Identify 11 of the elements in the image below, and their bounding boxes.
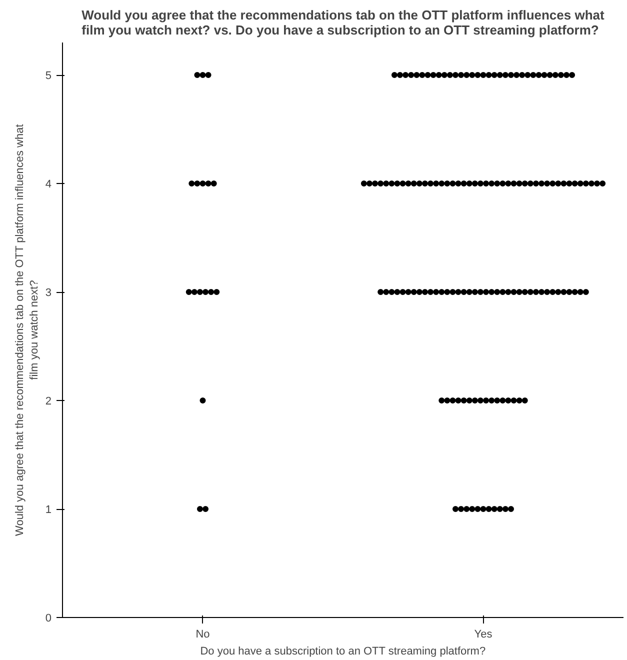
x-axis-title: Do you have a subscription to an OTT streaming platform?: [200, 646, 486, 658]
y-axis-title: Would you agree that the recommendations tab on the OTT platform influences what film you watch next?: [14, 124, 40, 536]
y-tick-label: 0: [45, 612, 52, 624]
y-tick-label: 5: [45, 70, 52, 82]
y-tick-label: 4: [45, 178, 52, 191]
y-tick-label: 3: [45, 287, 52, 300]
y-tick-label: 2: [45, 396, 52, 408]
y-tick-label: 1: [45, 504, 52, 516]
x-tick-label: Yes: [474, 628, 493, 640]
x-tick-label: No: [196, 628, 210, 640]
chart-title: Would you agree that the recommendations tab on the OTT platform influences what film you watch next? vs. Do you have a subscription to an OTT streaming platform?: [82, 8, 606, 38]
